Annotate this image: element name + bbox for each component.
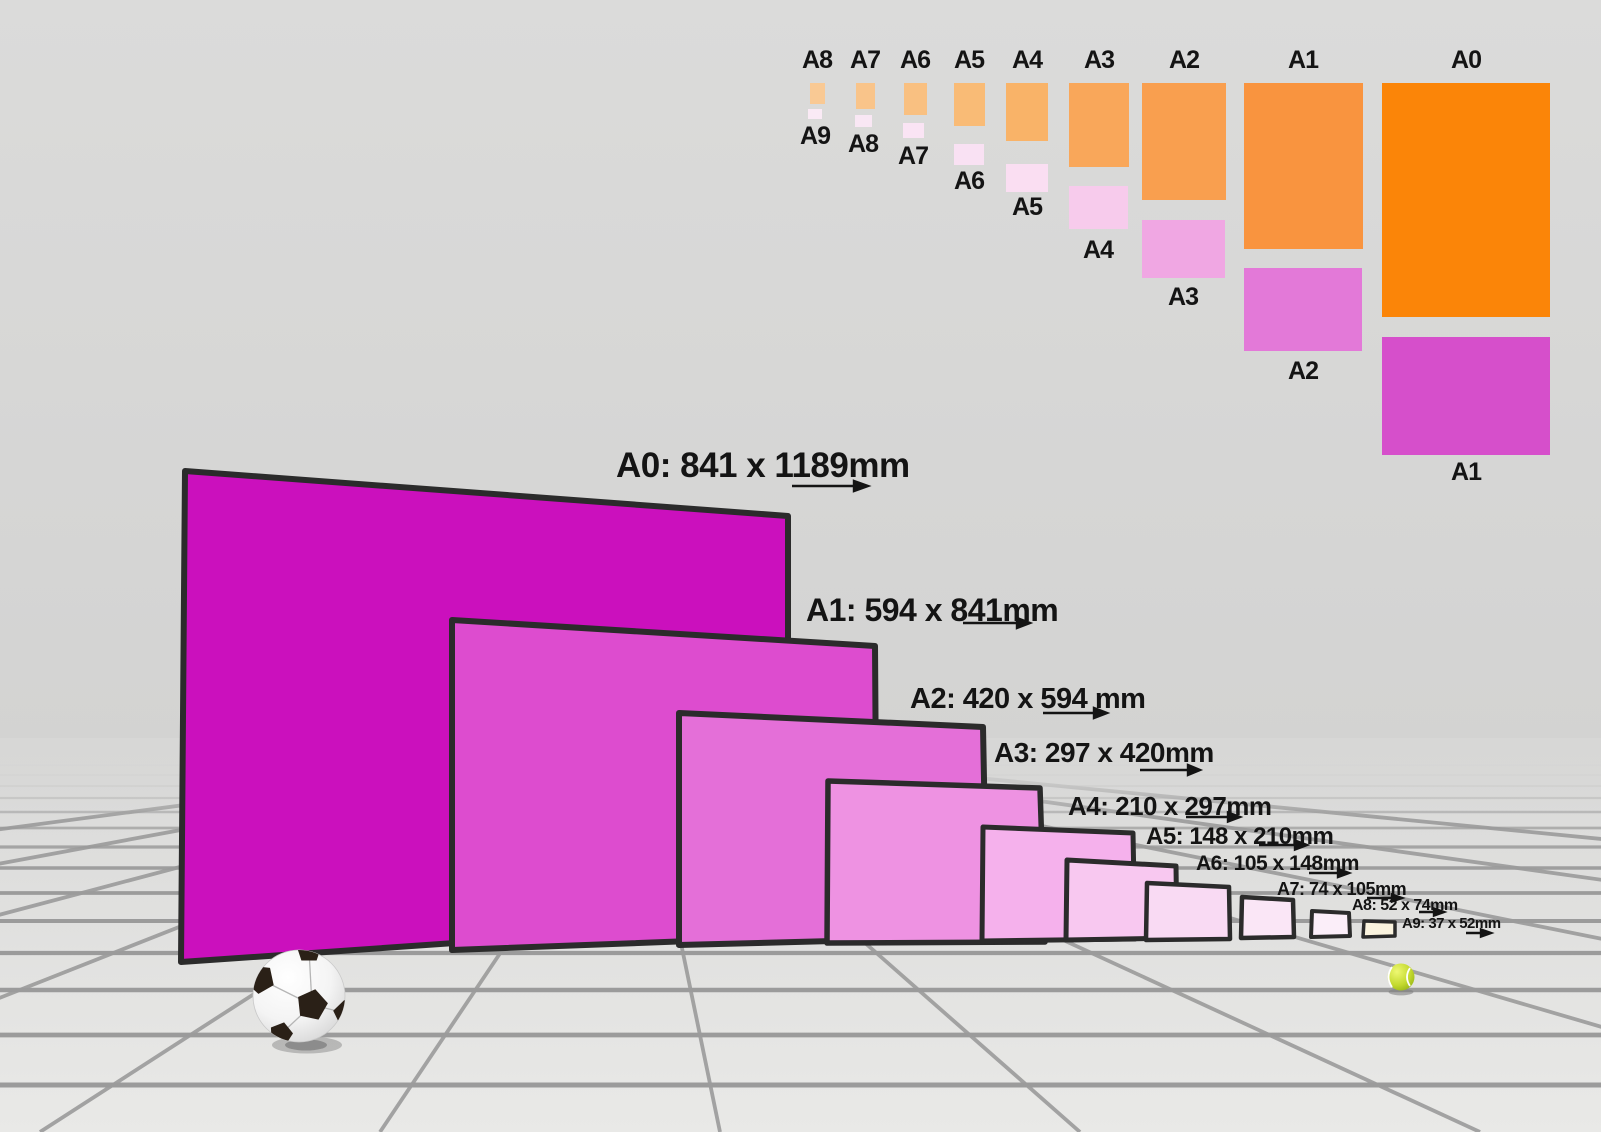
chart-label-a3-top: A3 [1084, 46, 1115, 74]
chart-label-a7-top: A7 [850, 46, 881, 74]
paper-a0-dimension-label: A0: 841 x 1189mm [616, 446, 910, 485]
dimension-arrows [792, 479, 1495, 939]
chart-label-a1-top: A1 [1288, 46, 1319, 74]
paper-a8-sheet [1309, 909, 1352, 939]
chart-a8-landscape-swatch [855, 115, 872, 127]
chart-label-a8-top: A8 [802, 46, 833, 74]
chart-a7-portrait-swatch [856, 83, 875, 109]
paper-a1-dimension-label: A1: 594 x 841mm [806, 592, 1059, 628]
paper-a8-dimension-label: A8: 52 x 74mm [1352, 897, 1458, 914]
chart-a4-portrait-swatch [1006, 83, 1048, 141]
arrow-right-icon [1419, 906, 1448, 918]
chart-a6-portrait-swatch [904, 83, 927, 115]
chart-a4-landscape-swatch [1069, 186, 1128, 229]
arrow-right-icon [1186, 810, 1244, 824]
chart-a7-landscape-swatch [903, 123, 924, 138]
chart-label-a8-bottom: A8 [848, 130, 879, 158]
chart-label-a4-top: A4 [1012, 46, 1043, 74]
chart-a3-portrait-swatch [1069, 83, 1129, 167]
chart-label-a2-top: A2 [1169, 46, 1200, 74]
chart-a9-landscape-swatch [808, 109, 822, 119]
chart-label-a2-bottom: A2 [1288, 357, 1319, 385]
chart-label-a6-bottom: A6 [954, 167, 985, 195]
tennis-ball [1387, 963, 1415, 996]
arrow-right-icon [1140, 763, 1204, 777]
arrow-right-icon [792, 479, 872, 493]
chart-a6-landscape-swatch [954, 144, 984, 165]
arrow-right-icon [1367, 892, 1406, 904]
arrow-right-icon [963, 616, 1034, 630]
paper-a3-dimension-label: A3: 297 x 420mm [994, 737, 1214, 768]
paper-a5-dimension-label: A5: 148 x 210mm [1146, 823, 1334, 850]
paper-a4-dimension-label: A4: 210 x 297mm [1068, 791, 1272, 821]
chart-label-a4-bottom: A4 [1083, 236, 1114, 264]
soccer-ball-pattern [253, 950, 345, 1042]
arrow-right-icon [1259, 838, 1311, 852]
chart-a0-portrait-swatch [1382, 83, 1550, 317]
chart-label-a9-bottom: A9 [800, 122, 831, 150]
paper-a9-sheet [1361, 919, 1397, 939]
arrow-right-icon [1466, 927, 1495, 939]
chart-label-a1-bottom: A1 [1451, 458, 1482, 486]
chart-label-a0-top: A0 [1451, 46, 1482, 74]
paper-a6-sheet [1143, 880, 1233, 943]
chart-label-a3-bottom: A3 [1168, 283, 1199, 311]
chart-a1-landscape-swatch [1382, 337, 1550, 455]
arrow-right-icon [1309, 867, 1353, 879]
chart-a3-landscape-swatch [1142, 220, 1225, 278]
chart-a2-landscape-swatch [1244, 268, 1362, 351]
chart-label-a5-bottom: A5 [1012, 193, 1043, 221]
chart-a2-portrait-swatch [1142, 83, 1226, 200]
paper-a7-sheet [1238, 894, 1297, 941]
paper-a9-dimension-label: A9: 37 x 52mm [1402, 915, 1501, 932]
chart-a5-portrait-swatch [954, 83, 985, 126]
chart-a8-portrait-swatch [810, 83, 825, 104]
paper-a2-dimension-label: A2: 420 x 594 mm [910, 683, 1146, 715]
chart-label-a5-top: A5 [954, 46, 985, 74]
paper-a6-dimension-label: A6: 105 x 148mm [1196, 852, 1359, 875]
soccer-ball [252, 949, 346, 1054]
chart-label-a7-bottom: A7 [898, 142, 929, 170]
arrow-right-icon [1043, 706, 1111, 720]
chart-label-a6-top: A6 [900, 46, 931, 74]
chart-a1-portrait-swatch [1244, 83, 1363, 249]
chart-a5-landscape-swatch [1006, 164, 1048, 192]
paper-a7-dimension-label: A7: 74 x 105mm [1277, 879, 1407, 899]
